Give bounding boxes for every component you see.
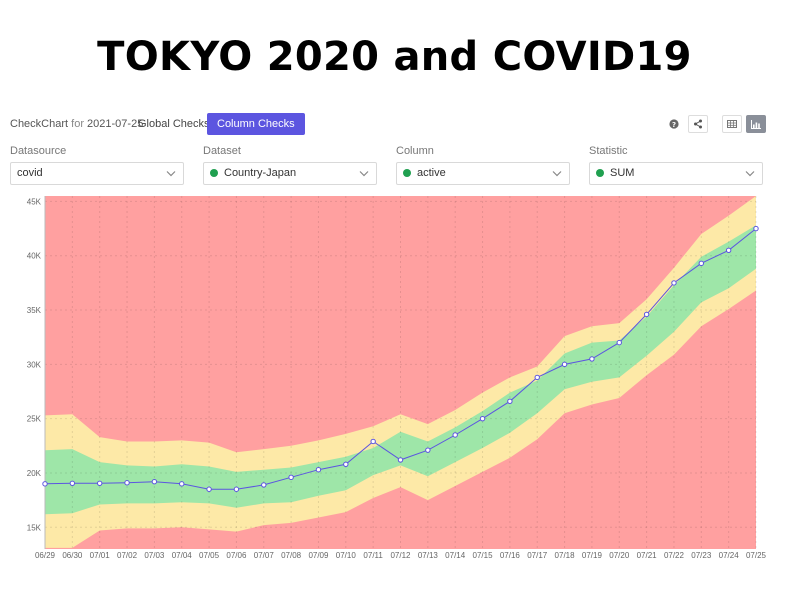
y-tick-label: 15K xyxy=(27,523,42,532)
x-tick-label: 06/29 xyxy=(35,551,56,560)
x-tick-label: 07/12 xyxy=(390,551,411,560)
x-tick-label: 07/19 xyxy=(582,551,603,560)
x-tick-label: 07/13 xyxy=(418,551,439,560)
banner-title: TOKYO 2020 and COVID19 xyxy=(97,34,692,80)
data-point xyxy=(698,260,705,267)
y-tick-label: 30K xyxy=(27,360,42,369)
active-cases-chart: 15K 20K 25K 30K 35K 40K 45K 06/29 06/30 07/01 07/0… xyxy=(27,196,767,560)
data-point xyxy=(96,480,103,486)
dataset-value: Country-Japan xyxy=(224,167,297,179)
data-point xyxy=(42,481,48,487)
x-tick-label: 07/21 xyxy=(637,551,658,560)
x-tick-label: 07/16 xyxy=(500,551,521,560)
x-tick-label: 07/11 xyxy=(363,551,383,560)
datasource-select[interactable]: covid xyxy=(10,162,184,185)
x-tick-label: 07/02 xyxy=(117,551,138,560)
chevron-down-icon xyxy=(745,171,755,177)
y-tick-label: 45K xyxy=(27,197,42,206)
x-tick-label: 07/07 xyxy=(254,551,275,560)
data-point xyxy=(315,467,322,473)
table-view-icon[interactable] xyxy=(722,115,742,133)
app-brand: CheckChart for 2021-07-25 xyxy=(10,118,143,130)
status-dot-icon xyxy=(403,169,411,177)
data-point xyxy=(124,480,130,486)
data-point xyxy=(507,398,513,404)
data-point xyxy=(753,225,759,232)
dataset-select[interactable]: Country-Japan xyxy=(203,162,377,185)
x-tick-label: 06/30 xyxy=(62,551,83,560)
data-point xyxy=(479,415,486,422)
x-tick-label: 07/06 xyxy=(226,551,247,560)
tab-global-checks[interactable]: Global Checks xyxy=(138,118,210,130)
warning-band xyxy=(45,196,756,548)
data-point xyxy=(288,474,294,481)
statistic-select[interactable]: SUM xyxy=(589,162,763,185)
normal-band xyxy=(45,225,756,515)
statistic-label: Statistic xyxy=(589,145,628,157)
x-tick-label: 07/09 xyxy=(308,551,329,560)
data-point xyxy=(69,480,76,486)
tab-column-checks[interactable]: Column Checks xyxy=(207,113,305,135)
status-dot-icon xyxy=(210,169,218,177)
x-tick-label: 07/25 xyxy=(746,551,767,560)
data-point xyxy=(534,374,540,381)
data-point xyxy=(151,478,158,485)
chevron-down-icon xyxy=(359,171,369,177)
x-tick-label: 07/23 xyxy=(691,551,712,560)
chevron-down-icon xyxy=(552,171,562,177)
data-point xyxy=(233,486,240,492)
data-point xyxy=(343,461,349,467)
data-point xyxy=(671,280,677,286)
help-icon[interactable]: ? xyxy=(664,115,684,133)
x-tick-label: 07/17 xyxy=(527,551,548,560)
x-tick-label: 07/22 xyxy=(664,551,685,560)
report-date: 2021-07-25 xyxy=(87,118,144,130)
data-point xyxy=(561,361,568,368)
y-tick-label: 25K xyxy=(27,415,42,424)
x-tick-label: 07/20 xyxy=(609,551,630,560)
dataset-label: Dataset xyxy=(203,145,241,157)
x-tick-label: 07/04 xyxy=(172,551,193,560)
data-point xyxy=(179,481,185,487)
x-tick-label: 07/14 xyxy=(445,551,466,560)
x-tick-label: 07/03 xyxy=(144,551,165,560)
column-value: active xyxy=(417,167,446,179)
brand-for: for xyxy=(71,118,84,130)
data-point xyxy=(397,457,404,463)
data-point xyxy=(725,247,732,254)
x-tick-label: 07/01 xyxy=(90,551,111,560)
x-tick-label: 07/05 xyxy=(199,551,220,560)
chart-view-icon[interactable] xyxy=(746,115,766,133)
column-label: Column xyxy=(396,145,434,157)
y-tick-label: 20K xyxy=(27,469,42,478)
data-point xyxy=(616,339,622,346)
y-tick-label: 40K xyxy=(27,252,42,261)
data-point xyxy=(370,438,376,445)
header-bar: CheckChart for 2021-07-25 Global Checks … xyxy=(10,113,766,135)
data-point xyxy=(425,447,431,453)
datasource-value: covid xyxy=(17,167,43,179)
datasource-label: Datasource xyxy=(10,145,67,157)
x-tick-label: 07/15 xyxy=(473,551,494,560)
view-toolbar: ? xyxy=(664,115,766,133)
data-point xyxy=(206,486,212,492)
data-point xyxy=(643,311,650,318)
chevron-down-icon xyxy=(166,171,176,177)
status-dot-icon xyxy=(596,169,604,177)
x-tick-label: 07/24 xyxy=(719,551,740,560)
share-icon[interactable] xyxy=(688,115,708,133)
data-point xyxy=(452,432,458,438)
x-tick-label: 07/08 xyxy=(281,551,302,560)
svg-text:?: ? xyxy=(672,121,676,129)
column-select[interactable]: active xyxy=(396,162,570,185)
x-tick-label: 07/10 xyxy=(336,551,357,560)
x-tick-label: 07/18 xyxy=(555,551,576,560)
y-tick-label: 35K xyxy=(27,306,42,315)
statistic-value: SUM xyxy=(610,167,635,179)
data-point xyxy=(589,356,595,362)
brand-name: CheckChart xyxy=(10,118,69,130)
data-point xyxy=(261,482,267,488)
